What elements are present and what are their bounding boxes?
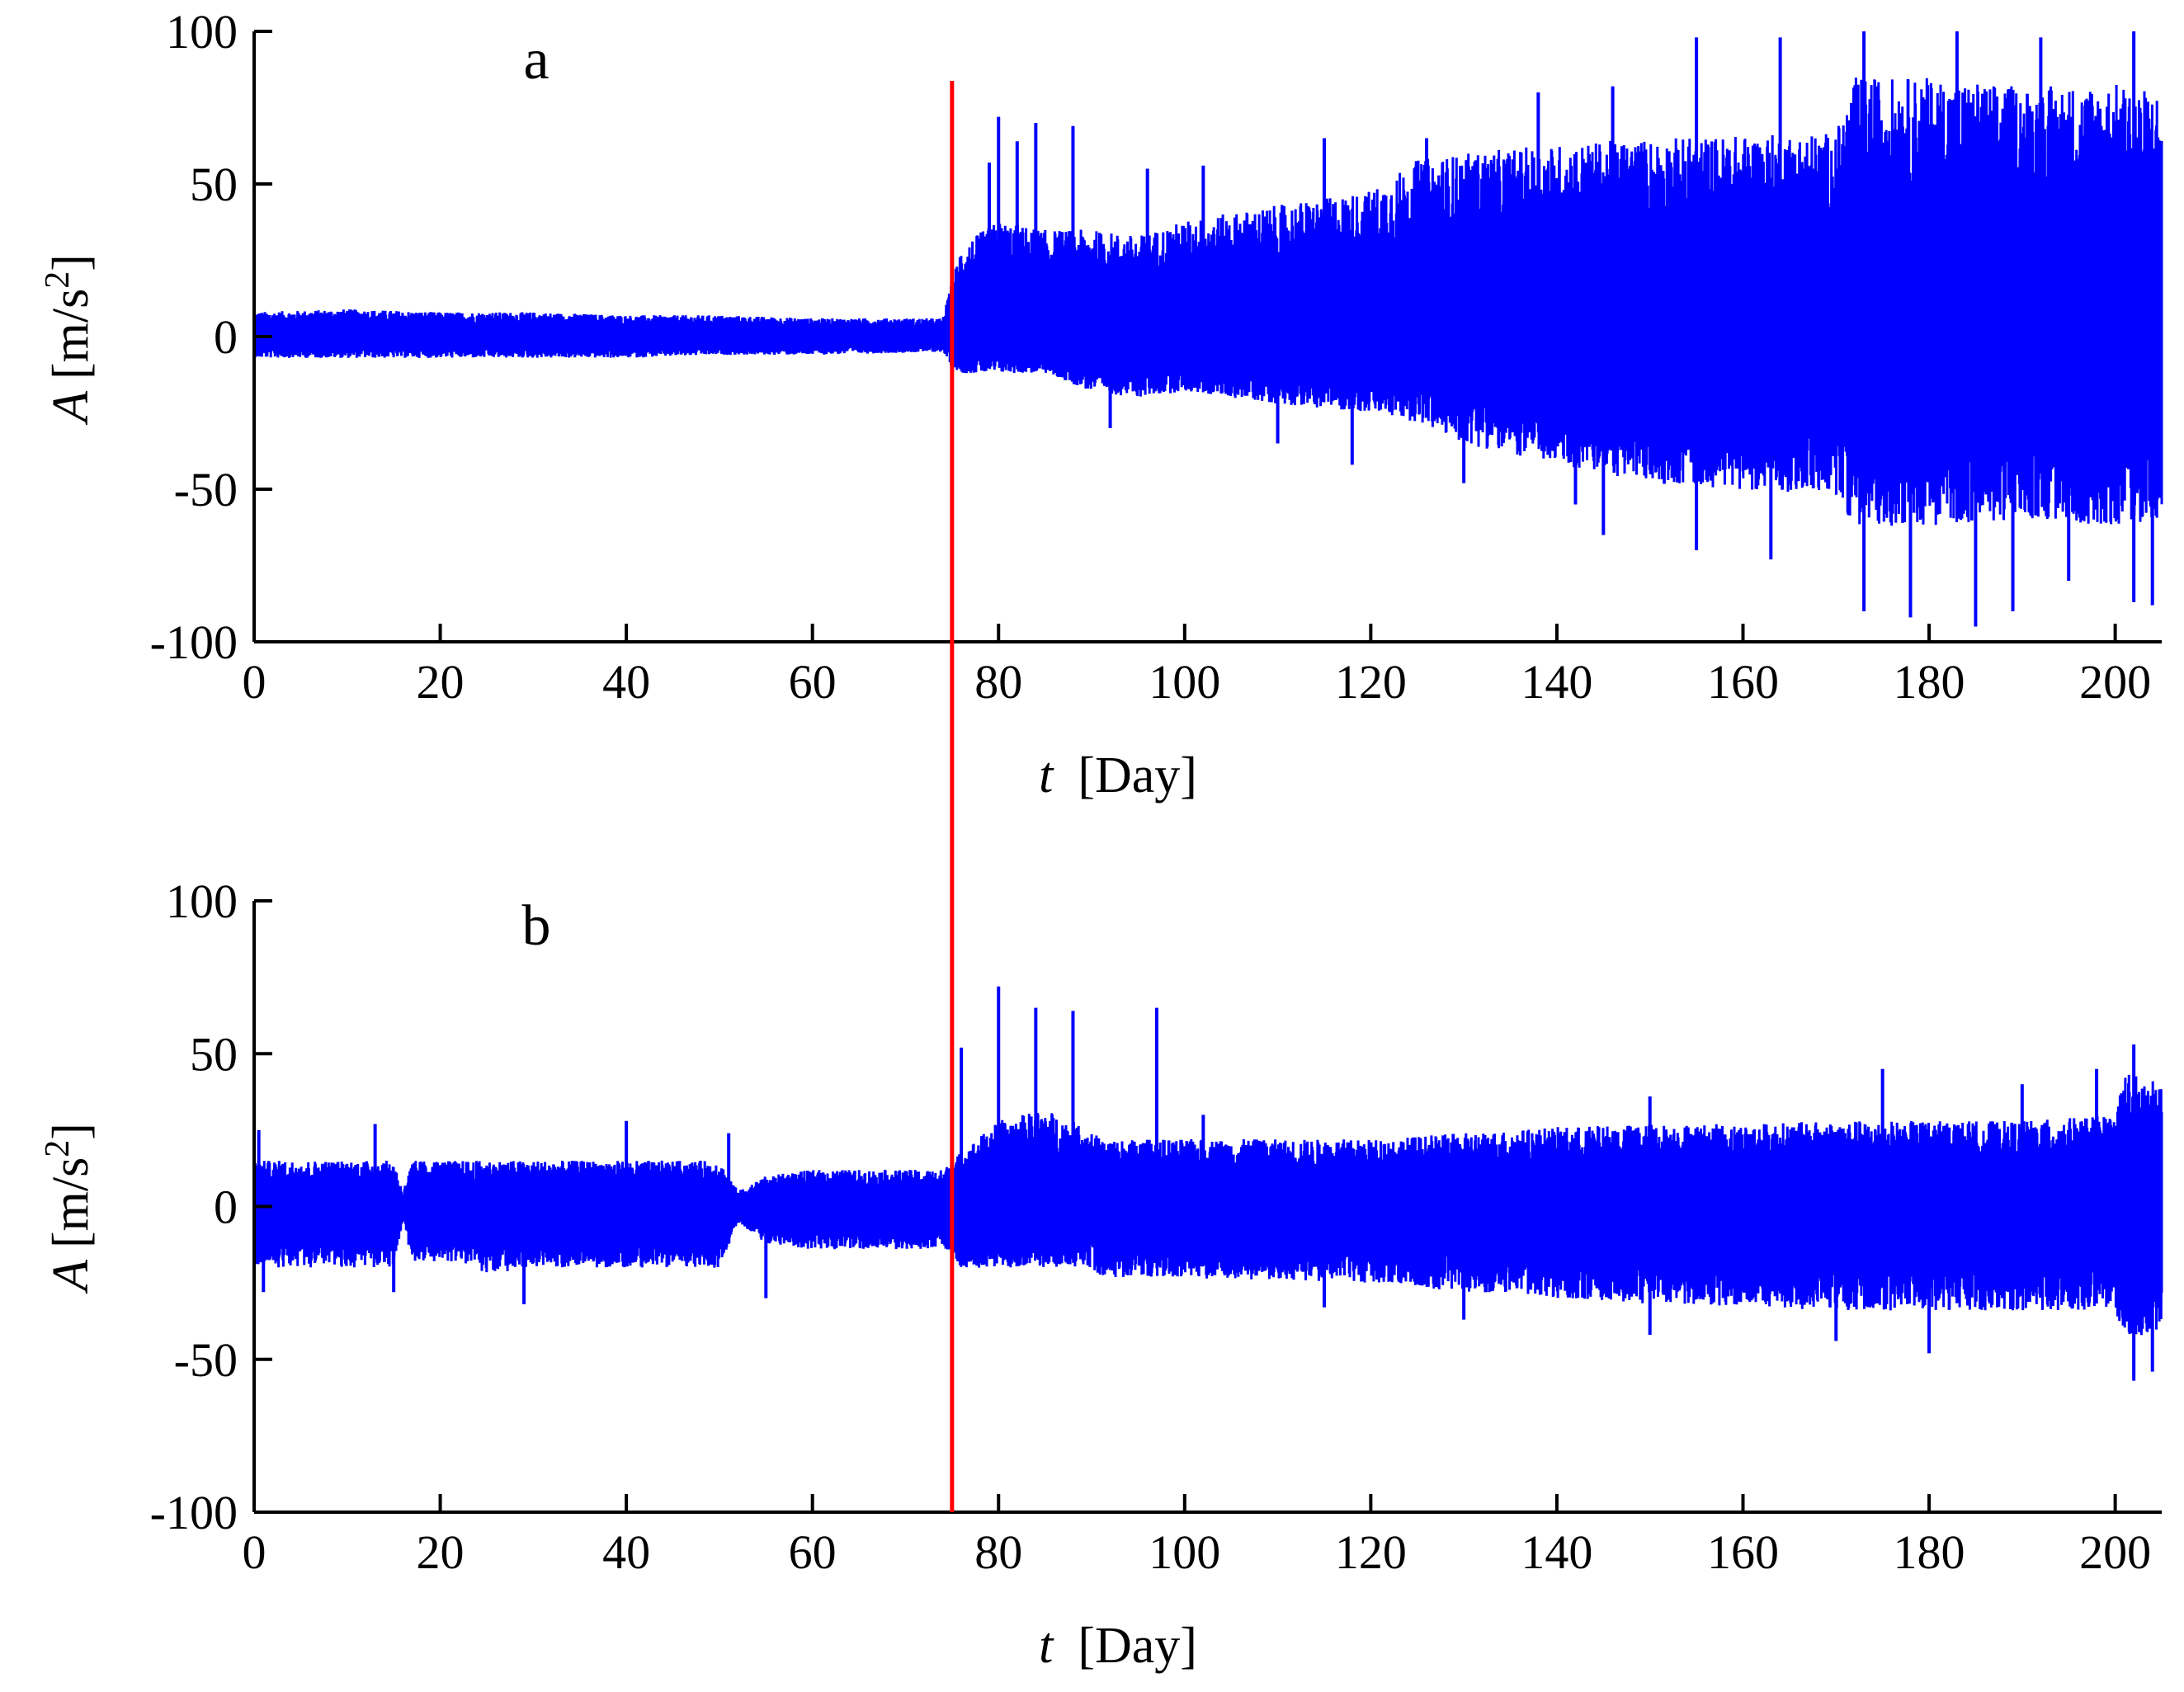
panel-a-x-tick-label-80: 80 <box>974 655 1022 709</box>
panel-b-x-tick-label-80: 80 <box>974 1525 1022 1579</box>
panel-b-y-axis-title: A[m/s2] <box>39 1123 99 1294</box>
panel-b-x-tick-label-200: 200 <box>2079 1525 2151 1579</box>
panel-b-x-tick-label-180: 180 <box>1894 1525 1965 1579</box>
panel-b-x-tick-label-0: 0 <box>243 1525 267 1579</box>
panel-a-trace <box>252 31 2163 627</box>
panel-b-y-tick-label--50: -50 <box>174 1333 238 1387</box>
panel-b-y-tick-label--100: -100 <box>150 1486 238 1539</box>
panel-b-axes: 0 20 40 60 80 100 120 140 160 180 200 -100 -50 0 50 100 <box>150 874 2162 1579</box>
panel-b-trace <box>252 986 2163 1381</box>
panel-b-x-axis-title: t [Day] <box>1039 1618 1197 1674</box>
panel-a-x-tick-label-60: 60 <box>789 655 837 709</box>
panel-b-y-tick-label-50: 50 <box>190 1027 238 1081</box>
panel-b-x-tick-label-40: 40 <box>602 1525 650 1579</box>
panel-b-x-tick-label-20: 20 <box>417 1525 465 1579</box>
panel-b-letter: b <box>522 894 551 958</box>
panel-a-y-tick-label-100: 100 <box>166 5 238 59</box>
panel-a-letter: a <box>523 28 549 92</box>
panel-a-x-tick-label-180: 180 <box>1894 655 1965 709</box>
panel-a-y-axis-title: A[m/s2] <box>39 254 99 426</box>
panel-b-x-tick-label-120: 120 <box>1335 1525 1407 1579</box>
panel-a-axes: 0 20 40 60 80 100 120 140 160 180 200 -100 -50 0 50 100 <box>150 5 2162 709</box>
panel-a-x-axis-title: t [Day] <box>1039 747 1197 804</box>
panel-b-x-tick-label-160: 160 <box>1707 1525 1779 1579</box>
panel-b-x-tick-label-60: 60 <box>789 1525 837 1579</box>
panel-b-signal-trace <box>252 1074 2163 1336</box>
panel-a-x-tick-label-140: 140 <box>1521 655 1592 709</box>
panel-a-y-tick-label-50: 50 <box>190 158 238 211</box>
panel-a-y-tick-label--100: -100 <box>150 615 238 669</box>
panel-a-x-tick-label-200: 200 <box>2079 655 2151 709</box>
panel-b-x-tick-label-100: 100 <box>1149 1525 1220 1579</box>
panel-b-y-tick-label-0: 0 <box>214 1181 238 1234</box>
panel-a-signal-trace <box>252 78 2163 526</box>
panel-a-y-tick-label--50: -50 <box>174 463 238 516</box>
panel-a-x-tick-label-160: 160 <box>1707 655 1779 709</box>
panel-a-x-tick-label-120: 120 <box>1335 655 1407 709</box>
panel-b: 0 20 40 60 80 100 120 140 160 180 200 -100 -50 0 50 100… <box>39 874 2163 1674</box>
panel-a-x-tick-label-40: 40 <box>602 655 650 709</box>
panel-a-x-tick-label-100: 100 <box>1149 655 1220 709</box>
panel-a-x-tick-label-20: 20 <box>417 655 465 709</box>
panel-a: 0 20 40 60 80 100 120 140 160 180 200 -100 -50 0 50 100… <box>39 5 2163 804</box>
panel-b-y-tick-label-100: 100 <box>166 874 238 928</box>
panel-a-y-tick-label-0: 0 <box>214 310 238 364</box>
panel-b-x-tick-label-140: 140 <box>1521 1525 1592 1579</box>
panel-a-x-tick-label-0: 0 <box>243 655 267 709</box>
